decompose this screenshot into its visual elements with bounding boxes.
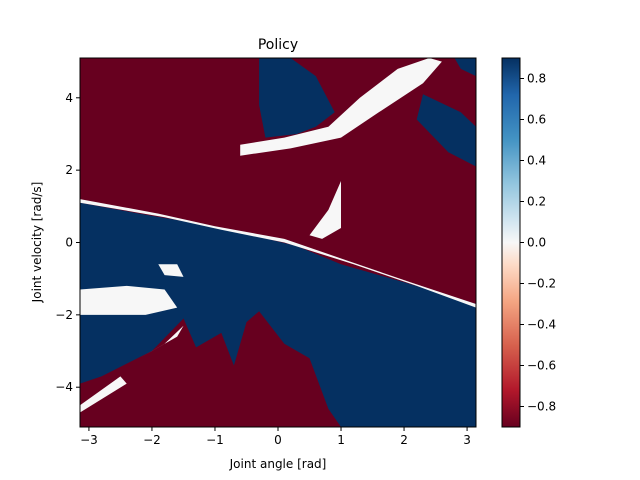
heatmap-region-2: [259, 58, 335, 138]
y-tick-label: 0: [65, 236, 73, 250]
x-tick-label: 0: [274, 433, 282, 447]
y-axis-ticks: −4 −2 0 2 4: [55, 91, 80, 394]
colorbar-ticks: −0.8 −0.6 −0.4 −0.2 0.0 0.2 0.4 0.6 0.8: [520, 72, 556, 414]
colorbar: [501, 57, 521, 428]
colorbar-tick-label: 0.2: [527, 195, 546, 209]
colorbar-tick-label: −0.8: [527, 400, 556, 414]
x-axis-ticks: −3 −2 −1 0 1 2 3: [80, 427, 471, 447]
y-tick-label: −2: [55, 308, 73, 322]
y-tick-label: 4: [65, 91, 73, 105]
heatmap-region-1: [80, 202, 476, 427]
heatmap-regions: [80, 58, 476, 427]
x-tick-label: −2: [143, 433, 161, 447]
heatmap-region-5: [240, 58, 442, 156]
heatmap-region-4: [454, 58, 476, 77]
chart-title: Policy: [258, 37, 298, 53]
colorbar-tick-label: 0.6: [527, 113, 546, 127]
colorbar-tick-label: −0.2: [527, 277, 556, 291]
y-tick-label: −4: [55, 380, 73, 394]
heatmap-region-6: [309, 181, 341, 239]
colorbar-tick-label: 0.0: [527, 236, 546, 250]
x-tick-label: 2: [400, 433, 408, 447]
colorbar-tick-label: −0.4: [527, 318, 556, 332]
y-axis-label: Joint velocity [rad/s]: [30, 182, 44, 304]
colorbar-tick-label: −0.6: [527, 359, 556, 373]
heatmap-region-7: [80, 285, 178, 315]
colorbar-tick-label: 0.8: [527, 72, 546, 86]
colorbar-tick-label: 0.4: [527, 154, 546, 168]
heatmap-region-11: [158, 264, 184, 277]
x-tick-label: 1: [337, 433, 345, 447]
y-tick-label: 2: [65, 163, 73, 177]
x-tick-label: −3: [80, 433, 98, 447]
heatmap-region-9: [80, 376, 127, 413]
heatmap-region-3: [416, 94, 476, 167]
x-tick-label: 3: [463, 433, 471, 447]
x-tick-label: −1: [206, 433, 224, 447]
x-axis-label: Joint angle [rad]: [229, 457, 327, 471]
